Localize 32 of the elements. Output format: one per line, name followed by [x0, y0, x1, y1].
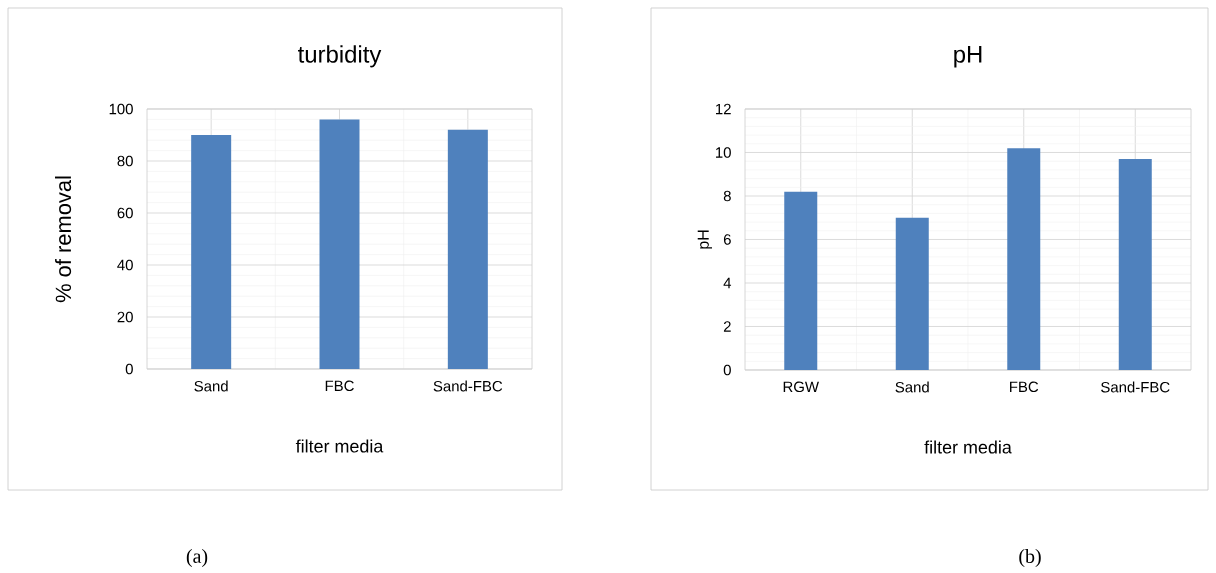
y-tick-label: 80 — [117, 155, 133, 167]
bar — [1007, 148, 1041, 370]
y-tick-label: 100 — [109, 103, 133, 115]
y-tick-label: 40 — [117, 259, 133, 271]
y-tick-label: 2 — [723, 321, 731, 332]
bar — [784, 191, 818, 370]
x-tick-label: RGW — [783, 381, 819, 393]
y-tick-label: 60 — [117, 207, 133, 219]
y-tick-label: 10 — [716, 147, 731, 158]
x-axis-title: filter media — [295, 439, 384, 453]
x-tick-label: FBC — [1010, 381, 1039, 393]
y-axis-title: % of removal — [55, 176, 72, 303]
x-tick-label: FBC — [325, 380, 354, 392]
x-tick-label: Sand — [194, 380, 228, 392]
y-tick-label: 6 — [723, 234, 731, 245]
y-tick-label: 20 — [117, 311, 133, 323]
bar — [1118, 159, 1152, 370]
y-tick-label: 0 — [723, 364, 731, 376]
y-axis-title: pH — [697, 230, 713, 249]
x-tick-label: Sand — [895, 381, 929, 393]
chart-title: pH — [954, 46, 982, 68]
x-tick-label: Sand-FBC — [433, 380, 503, 392]
text: (b) — [1019, 548, 1041, 568]
bar — [895, 217, 929, 370]
y-tick-label: 12 — [716, 103, 731, 115]
chart-title: turbidity — [298, 45, 382, 68]
text: (a) — [186, 548, 208, 568]
y-tick-label: 4 — [723, 277, 732, 289]
y-tick-label: 8 — [723, 190, 731, 202]
x-tick-label: Sand-FBC — [1101, 381, 1170, 393]
y-tick-label: 0 — [125, 363, 133, 375]
x-axis-title: filter media — [924, 440, 1012, 454]
